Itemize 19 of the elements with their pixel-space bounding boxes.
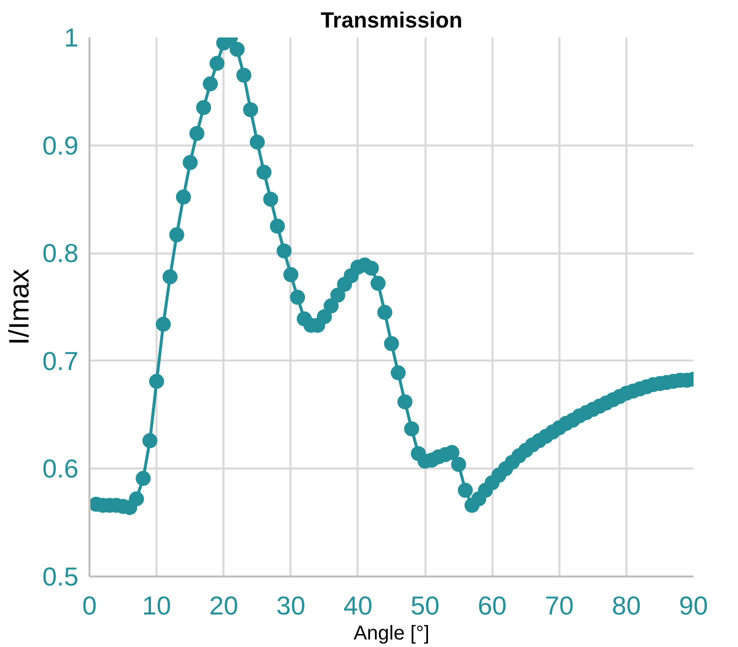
y-tick-label: 0.9 — [42, 130, 79, 160]
y-tick-label: 0.6 — [42, 454, 79, 484]
x-tick-label: 0 — [82, 590, 97, 620]
y-axis-title: I/Imax — [3, 268, 34, 346]
x-tick-label: 90 — [679, 590, 708, 620]
x-tick-label: 80 — [612, 590, 641, 620]
x-tick-label: 50 — [410, 590, 440, 620]
chart-title: Transmission — [320, 8, 462, 32]
x-tick-label: 20 — [209, 590, 238, 620]
y-tick-label: 0.7 — [42, 346, 79, 376]
y-tick-label: 0.5 — [42, 562, 79, 592]
x-tick-label: 40 — [343, 590, 372, 620]
x-tick-label: 30 — [276, 590, 306, 620]
x-tick-label: 10 — [142, 590, 172, 620]
x-axis-title: Angle [°] — [354, 622, 430, 644]
y-tick-label: 1 — [64, 22, 79, 52]
x-tick-label: 70 — [544, 590, 574, 620]
y-tick-label: 0.8 — [42, 238, 79, 268]
x-tick-label: 60 — [478, 590, 507, 620]
